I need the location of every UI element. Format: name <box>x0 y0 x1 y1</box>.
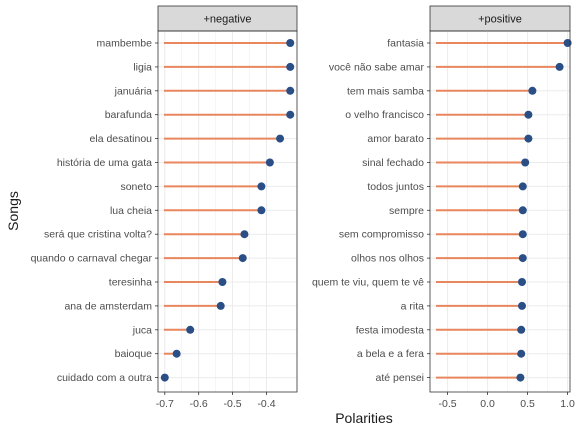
lollipop-point <box>524 110 533 119</box>
y-axis-title: Songs <box>5 191 21 231</box>
lollipop-point <box>160 373 169 382</box>
lollipop-point <box>524 134 533 143</box>
lollipop-point <box>172 349 181 358</box>
lollipop-point <box>257 182 266 191</box>
x-tick-label: -0.7 <box>156 398 174 410</box>
facet-strip <box>429 5 571 32</box>
x-tick-label: 1.0 <box>560 398 575 410</box>
y-tick-label: quando o carnaval chegar <box>31 253 153 265</box>
x-tick-label: 0.0 <box>480 398 495 410</box>
y-tick-label: quem te viu, quem te vê <box>312 277 424 289</box>
lollipop-point <box>216 301 225 310</box>
y-tick-label: sempre <box>389 205 424 217</box>
panel-border <box>157 30 298 393</box>
lollipop-point <box>518 182 527 191</box>
y-tick-label: história de uma gata <box>57 157 152 169</box>
lollipop-point <box>517 349 526 358</box>
x-tick-label: -0.5 <box>224 398 242 410</box>
lollipop-point <box>286 110 295 119</box>
lollipop-point <box>521 158 530 167</box>
x-tick-label: -0.5 <box>439 398 457 410</box>
y-tick-label: fantasia <box>387 38 424 50</box>
y-tick-label: baioque <box>115 348 153 360</box>
lollipop-point <box>257 206 266 215</box>
y-tick-label: o velho francisco <box>345 109 424 121</box>
lollipop-point <box>218 278 227 286</box>
y-tick-label: sem compromisso <box>339 229 424 241</box>
y-tick-label: a rita <box>401 300 425 312</box>
lollipop-point <box>516 373 525 382</box>
x-tick-label: 0.5 <box>520 398 535 410</box>
y-tick-label: januária <box>114 85 153 97</box>
y-tick-label: tem mais samba <box>347 85 424 97</box>
x-axis-title: Polarities <box>335 410 393 426</box>
lollipop-point <box>563 39 572 47</box>
lollipop-point <box>286 39 295 47</box>
facet-strip-label: +negative <box>203 14 251 26</box>
y-tick-label: sinal fechado <box>362 157 424 169</box>
lollipop-point <box>238 254 247 263</box>
lollipop-point <box>286 86 295 95</box>
panel-border <box>429 30 571 393</box>
y-tick-label: ligia <box>133 61 152 73</box>
y-tick-label: cuidado com a outra <box>57 372 152 384</box>
y-tick-label: amor barato <box>367 133 424 145</box>
lollipop-point <box>518 206 527 215</box>
x-tick-label: -0.6 <box>190 398 208 410</box>
y-tick-label: lua cheia <box>110 205 152 217</box>
lollipop-point <box>265 158 274 167</box>
lollipop-point <box>286 62 295 71</box>
y-tick-label: soneto <box>120 181 152 193</box>
y-tick-label: barafunda <box>105 109 152 121</box>
y-tick-label: festa imodesta <box>356 324 424 336</box>
y-tick-label: teresinha <box>109 277 152 289</box>
lollipop-point <box>555 62 564 71</box>
y-tick-label: ela desatinou <box>90 133 153 145</box>
y-tick-label: a bela e a fera <box>357 348 424 360</box>
y-tick-label: você não sabe amar <box>329 61 425 73</box>
y-tick-label: mambembe <box>97 38 153 50</box>
lollipop-point <box>518 278 526 286</box>
lollipop-point <box>240 230 249 239</box>
lollipop-point <box>528 86 537 95</box>
lollipop-point <box>186 325 195 334</box>
lollipop-point <box>518 301 526 310</box>
y-tick-label: todos juntos <box>367 181 424 193</box>
x-tick-label: -0.4 <box>257 398 275 410</box>
y-tick-label: será que cristina volta? <box>44 229 152 241</box>
lollipop-point <box>518 254 527 263</box>
lollipop-point <box>517 325 526 334</box>
y-tick-label: olhos nos olhos <box>351 253 424 265</box>
y-tick-label: até pensei <box>376 372 424 384</box>
lollipop-point <box>276 134 285 143</box>
y-tick-label: ana de amsterdam <box>64 300 152 312</box>
facet-strip-label: +positive <box>478 14 522 26</box>
facet-strip <box>157 5 298 32</box>
y-tick-label: juca <box>132 324 152 336</box>
lollipop-point <box>518 230 527 239</box>
